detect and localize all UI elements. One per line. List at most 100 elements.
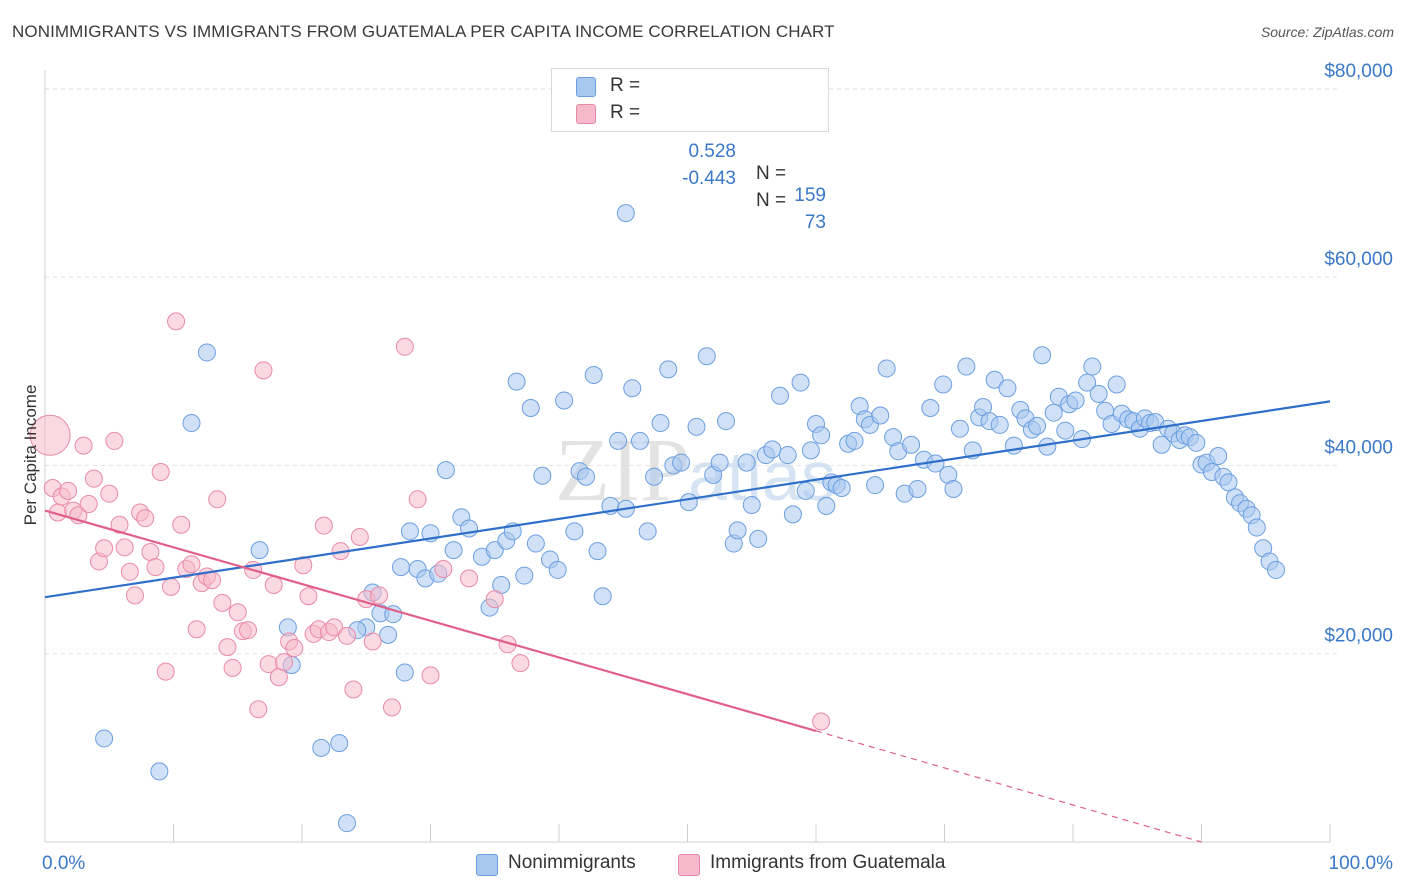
- point-nonimmigrant: [1044, 403, 1063, 422]
- point-nonimmigrant: [871, 406, 890, 425]
- point-guatemala: [239, 621, 258, 640]
- point-nonimmigrant: [1078, 373, 1097, 392]
- point-guatemala: [151, 463, 170, 482]
- point-guatemala: [460, 569, 479, 588]
- point-guatemala: [264, 575, 283, 594]
- point-guatemala: [344, 680, 363, 699]
- point-nonimmigrant: [944, 479, 963, 498]
- point-nonimmigrant: [1187, 433, 1206, 452]
- point-guatemala: [84, 469, 103, 488]
- legend-swatch-blue: [476, 854, 498, 876]
- point-nonimmigrant: [521, 398, 540, 417]
- point-nonimmigrant: [588, 542, 607, 561]
- n-value: 159: [794, 185, 826, 206]
- point-nonimmigrant: [877, 359, 896, 378]
- point-nonimmigrant: [778, 446, 797, 465]
- point-nonimmigrant: [197, 343, 216, 362]
- point-guatemala: [74, 436, 93, 455]
- point-guatemala: [100, 484, 119, 503]
- point-guatemala: [299, 587, 318, 606]
- point-nonimmigrant: [742, 495, 761, 514]
- point-guatemala: [141, 543, 160, 562]
- source-label: Source: ZipAtlas.com: [1260, 24, 1394, 40]
- point-guatemala: [79, 495, 98, 514]
- series-nonimmigrants: [95, 204, 1286, 833]
- axes: [44, 70, 1331, 843]
- point-nonimmigrant: [796, 481, 815, 500]
- point-nonimmigrant: [998, 379, 1017, 398]
- point-nonimmigrant: [921, 398, 940, 417]
- point-nonimmigrant: [391, 558, 410, 577]
- point-nonimmigrant: [150, 762, 169, 781]
- y-tick-labels: $20,000 $40,000 $60,000 $80,000: [1324, 61, 1393, 647]
- point-nonimmigrant: [1152, 435, 1171, 454]
- point-guatemala: [120, 562, 139, 581]
- point-guatemala: [370, 586, 389, 605]
- point-nonimmigrant: [866, 476, 885, 495]
- point-nonimmigrant: [791, 373, 810, 392]
- point-nonimmigrant: [1056, 421, 1075, 440]
- point-nonimmigrant: [337, 814, 356, 833]
- point-nonimmigrant: [763, 440, 782, 459]
- series-legend: Nonimmigrants Immigrants from Guatemala: [0, 852, 1406, 878]
- point-guatemala: [105, 431, 124, 450]
- n-value: 73: [804, 212, 826, 233]
- swatch-blue: [576, 77, 596, 97]
- point-guatemala: [275, 653, 294, 672]
- point-nonimmigrant: [908, 479, 927, 498]
- point-guatemala: [218, 638, 237, 657]
- point-nonimmigrant: [651, 414, 670, 433]
- point-guatemala: [29, 414, 71, 456]
- point-nonimmigrant: [679, 493, 698, 512]
- point-nonimmigrant: [95, 729, 114, 748]
- point-nonimmigrant: [1028, 416, 1047, 435]
- point-nonimmigrant: [395, 663, 414, 682]
- point-guatemala: [254, 361, 273, 380]
- point-nonimmigrant: [717, 412, 736, 431]
- legend-swatch-pink: [678, 854, 700, 876]
- x-tick-labels: 0.0% 100.0%: [42, 853, 1393, 874]
- point-nonimmigrant: [533, 466, 552, 485]
- point-guatemala: [146, 558, 165, 577]
- x-tick-label-max: 100.0%: [1329, 853, 1394, 874]
- point-guatemala: [213, 593, 232, 612]
- point-guatemala: [434, 559, 453, 578]
- swatch-pink: [576, 104, 596, 124]
- point-guatemala: [161, 577, 180, 596]
- point-nonimmigrant: [1267, 560, 1286, 579]
- point-nonimmigrant: [659, 360, 678, 379]
- point-guatemala: [363, 632, 382, 651]
- y-tick-label: $40,000: [1324, 437, 1393, 458]
- point-nonimmigrant: [182, 414, 201, 433]
- stats-row-guatemala: R = -0.443 N = 73: [576, 102, 826, 233]
- point-guatemala: [382, 698, 401, 717]
- stats-row-nonimmigrants: R = 0.528 N = 159: [576, 75, 826, 206]
- point-nonimmigrant: [957, 357, 976, 376]
- point-nonimmigrant: [1247, 518, 1266, 537]
- point-nonimmigrant: [985, 370, 1004, 389]
- r-value: 0.528: [688, 141, 736, 162]
- point-guatemala: [395, 337, 414, 356]
- point-nonimmigrant: [638, 522, 657, 541]
- point-guatemala: [294, 556, 313, 575]
- legend-label: Immigrants from Guatemala: [710, 852, 946, 873]
- point-nonimmigrant: [623, 379, 642, 398]
- point-nonimmigrant: [250, 541, 269, 560]
- point-nonimmigrant: [555, 391, 574, 410]
- point-guatemala: [95, 539, 114, 558]
- point-guatemala: [156, 662, 175, 681]
- point-nonimmigrant: [749, 529, 768, 548]
- point-nonimmigrant: [672, 453, 691, 472]
- trend-line-nonimmigrants: [44, 400, 1331, 599]
- point-nonimmigrant: [812, 426, 831, 445]
- point-nonimmigrant: [584, 366, 603, 385]
- point-nonimmigrant: [616, 204, 635, 223]
- point-nonimmigrant: [728, 521, 747, 540]
- point-nonimmigrant: [548, 560, 567, 579]
- point-nonimmigrant: [576, 467, 595, 486]
- point-guatemala: [812, 712, 831, 731]
- point-guatemala: [110, 515, 129, 534]
- point-nonimmigrant: [609, 431, 628, 450]
- point-nonimmigrant: [436, 461, 455, 480]
